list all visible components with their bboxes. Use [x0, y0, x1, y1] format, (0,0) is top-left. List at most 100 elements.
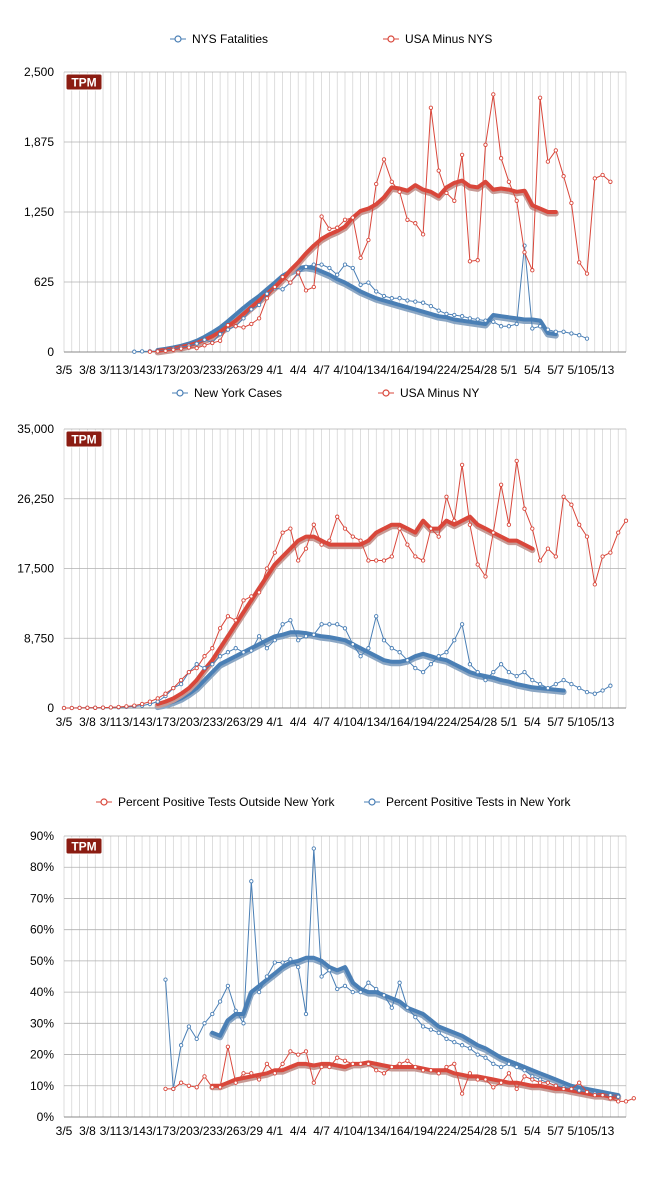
data-point — [194, 345, 199, 351]
tpm-badge: TPM — [65, 73, 103, 91]
data-point — [327, 538, 332, 543]
x-tick-label: 4/1 — [266, 363, 283, 377]
data-point — [553, 1083, 558, 1088]
data-point — [389, 296, 394, 301]
data-point — [249, 879, 254, 884]
data-point — [358, 282, 363, 287]
x-tick-label: 5/10 — [567, 1124, 591, 1138]
x-tick-label: 4/7 — [313, 715, 330, 729]
data-point — [264, 566, 270, 571]
data-point — [303, 1049, 309, 1054]
data-point — [569, 200, 574, 206]
data-point — [256, 1077, 262, 1082]
data-point — [553, 681, 558, 687]
data-point — [530, 268, 535, 273]
data-point — [319, 622, 324, 627]
x-tick-label: 4/4 — [290, 715, 307, 729]
data-point — [272, 960, 277, 965]
data-point — [69, 705, 74, 711]
data-point — [350, 989, 355, 995]
x-tick-label: 3/5 — [56, 1124, 73, 1138]
data-point — [288, 526, 293, 531]
data-point — [537, 324, 543, 329]
data-point — [506, 1071, 512, 1076]
data-point — [381, 638, 387, 643]
x-tick-label: 4/28 — [474, 363, 498, 377]
data-point — [342, 262, 348, 267]
series-line — [155, 630, 566, 708]
data-point — [584, 271, 590, 276]
data-point — [452, 1039, 457, 1045]
series-line — [210, 955, 621, 1098]
x-tick-label: 3/14 — [123, 363, 147, 377]
x-tick-label: 3/14 — [123, 1124, 147, 1138]
data-point — [444, 190, 449, 196]
data-point — [491, 669, 496, 675]
data-point — [498, 1080, 504, 1085]
data-point — [210, 340, 215, 346]
data-point — [366, 980, 371, 985]
data-point — [155, 696, 160, 701]
y-tick-label: 1,250 — [24, 205, 54, 219]
data-point — [444, 650, 449, 655]
data-point — [506, 522, 512, 527]
x-tick-label: 3/17 — [146, 1124, 170, 1138]
data-point — [374, 1068, 379, 1073]
data-point — [358, 654, 363, 659]
data-point — [483, 1077, 488, 1082]
data-point — [342, 983, 348, 989]
data-point — [241, 316, 246, 321]
data-point — [577, 685, 582, 691]
data-point — [319, 214, 324, 219]
data-point — [428, 1027, 434, 1032]
data-point — [186, 1083, 192, 1088]
data-point — [467, 522, 473, 527]
data-point — [452, 198, 457, 203]
data-point — [163, 1086, 168, 1092]
data-point — [514, 673, 519, 679]
data-point — [178, 681, 184, 687]
data-point — [514, 458, 519, 464]
data-point — [592, 691, 597, 696]
legend-item-nys-fatalities: NYS Fatalities — [170, 32, 268, 46]
x-tick-label: 3/20 — [169, 715, 193, 729]
data-point — [350, 534, 355, 539]
data-point — [342, 1058, 348, 1063]
data-point — [514, 1064, 519, 1070]
x-tick-label: 4/25 — [450, 363, 474, 377]
data-point — [381, 993, 387, 998]
data-point — [249, 594, 254, 599]
y-tick-label: 0% — [37, 1110, 55, 1124]
y-tick-label: 60% — [30, 923, 54, 937]
data-point — [577, 260, 582, 265]
data-point — [600, 688, 605, 693]
data-point — [522, 506, 527, 511]
data-point — [366, 280, 371, 285]
x-tick-label: 3/23 — [193, 715, 217, 729]
x-tick-label: 4/4 — [290, 363, 307, 377]
data-point — [327, 226, 332, 231]
data-point — [569, 1086, 574, 1092]
data-point — [561, 329, 566, 334]
data-point — [233, 1080, 238, 1085]
series-new-york-cases-avg — [154, 630, 567, 711]
data-point — [436, 168, 441, 173]
data-point — [241, 650, 246, 655]
data-point — [475, 669, 480, 675]
x-tick-label: 3/26 — [216, 1124, 240, 1138]
x-tick-label: 4/7 — [313, 1124, 330, 1138]
x-tick-label: 3/29 — [240, 1124, 264, 1138]
x-tick-label: 4/10 — [333, 1124, 357, 1138]
tpm-badge-text: TPM — [71, 433, 96, 447]
data-point — [584, 534, 590, 539]
legend-swatch-marker — [368, 798, 376, 806]
tpm-badge-text: TPM — [71, 76, 96, 90]
y-tick-label: 1,875 — [24, 135, 54, 149]
legend-item-usa-minus-nys: USA Minus NYS — [383, 32, 492, 46]
data-point — [459, 622, 465, 627]
data-point — [264, 974, 270, 979]
data-point — [592, 582, 597, 587]
x-tick-label: 4/19 — [404, 363, 428, 377]
data-point — [303, 264, 309, 270]
